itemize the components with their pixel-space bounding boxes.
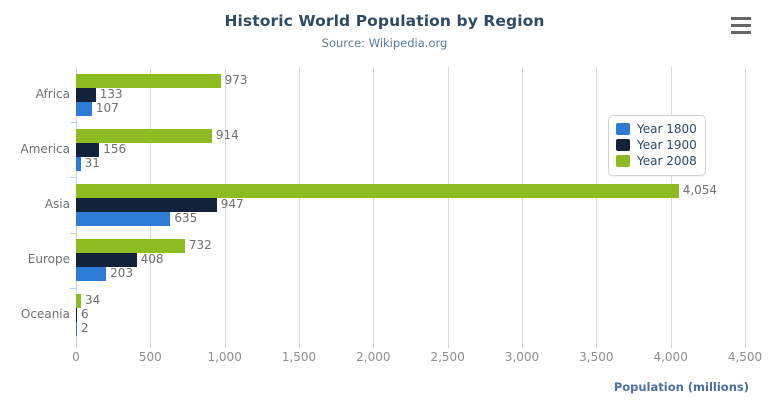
y-axis-tick: [70, 122, 76, 124]
bar[interactable]: [76, 87, 96, 102]
legend-item-year-1900[interactable]: Year 1900: [616, 137, 697, 153]
bar-value-label: 156: [103, 141, 127, 156]
legend-color-swatch: [616, 155, 630, 167]
y-axis-tick: [70, 287, 76, 289]
y-axis-category-labels: Africa America Asia Europe Oceania: [0, 67, 71, 343]
bar-value-label: 2: [81, 321, 89, 336]
bar[interactable]: [76, 101, 92, 116]
bar-value-label: 203: [110, 266, 134, 281]
x-axis-tick-label: 4,500: [727, 350, 763, 364]
chart-subtitle: Source: Wikipedia.org: [321, 36, 448, 50]
x-axis-tick-label: 4,000: [653, 350, 688, 364]
x-axis-tick-label: 1,000: [207, 350, 242, 364]
bar[interactable]: [76, 212, 171, 226]
x-axis-tick-label: 2,000: [356, 350, 391, 364]
gridline: [447, 67, 449, 343]
x-axis-tick: [447, 343, 449, 348]
y-axis-label-asia[interactable]: Asia: [44, 197, 70, 211]
x-axis-tick: [299, 343, 300, 348]
bar[interactable]: [76, 142, 100, 157]
gridline: [373, 67, 375, 343]
gridline: [299, 67, 300, 343]
x-axis-tick: [373, 343, 375, 348]
x-axis-tick: [522, 343, 523, 348]
gridline: [670, 67, 672, 343]
y-axis-label-europe[interactable]: Europe: [27, 252, 70, 267]
bar-value-label: 6: [81, 307, 89, 322]
hamburger-menu-icon[interactable]: [731, 17, 751, 34]
bar[interactable]: [76, 73, 221, 88]
menu-bar-2: [731, 24, 751, 27]
bar-group: 732 408 203: [76, 238, 745, 282]
bar-value-label: 107: [95, 100, 119, 115]
x-axis-tick-label: 3,000: [504, 350, 540, 364]
y-axis-label-america[interactable]: America: [20, 141, 71, 156]
legend-item-year-2008[interactable]: Year 2008: [616, 153, 697, 169]
bar-value-label: 408: [140, 252, 164, 267]
legend-item-label: Year 2008: [637, 154, 697, 168]
bar[interactable]: [76, 294, 82, 309]
bar-group: 914 156 31: [76, 127, 745, 171]
y-axis-tick: [70, 177, 76, 179]
bar[interactable]: [76, 128, 212, 143]
x-axis-tick: [224, 343, 226, 348]
bar-value-label: 34: [85, 293, 101, 308]
x-axis-tick: [670, 343, 672, 348]
chart-title: Historic World Population by Region: [224, 12, 545, 30]
bar[interactable]: [76, 198, 217, 212]
x-axis-tick-label: 500: [138, 350, 162, 364]
x-axis-tick-label: 1,500: [281, 350, 317, 364]
bar[interactable]: [76, 267, 107, 282]
x-axis-title: Population (millions): [613, 380, 749, 394]
menu-bar-1: [731, 17, 751, 20]
y-axis-tick: [70, 232, 76, 234]
bar-value-label: 732: [188, 238, 212, 253]
menu-bar-3: [731, 31, 751, 34]
legend-item-label: Year 1800: [637, 122, 697, 136]
gridline: [224, 67, 226, 343]
x-axis-tick: [76, 343, 77, 348]
bar-group: 34 6 2: [76, 293, 745, 337]
bar[interactable]: [76, 308, 77, 323]
bar[interactable]: [76, 156, 81, 171]
bar-group: 973 133 107: [76, 72, 745, 116]
y-axis-label-oceania[interactable]: Oceania: [20, 307, 70, 322]
gridline: [745, 67, 746, 343]
bar-value-label: 635: [174, 211, 198, 225]
x-axis-tick-label: 3,500: [579, 350, 614, 364]
plot-area: 973 133 107 914 156 31 4,054 947 635 732 408 203 34 6…: [76, 67, 746, 343]
y-axis-label-africa[interactable]: Africa: [35, 86, 70, 101]
x-axis-tick-label: 0: [72, 350, 80, 364]
bar[interactable]: [76, 322, 77, 337]
legend-color-swatch: [616, 123, 630, 135]
x-axis-tick-label: 2,500: [430, 350, 465, 364]
bar-value-label: 31: [84, 155, 100, 170]
legend-color-swatch: [616, 139, 630, 151]
bar-value-label: 133: [99, 86, 123, 101]
bar-group: 4,054 947 635: [76, 183, 745, 226]
x-axis-tick: [596, 343, 598, 348]
gridline: [522, 67, 523, 343]
x-axis-tick: [745, 343, 746, 348]
x-axis: 0 500 1,000 1,500 2,000 2,500 3,000 3,500 4,000 4…: [72, 343, 762, 373]
bar[interactable]: [76, 184, 679, 198]
bar-value-label: 4,054: [682, 183, 718, 197]
legend-item-year-1800[interactable]: Year 1800: [616, 121, 697, 137]
bar[interactable]: [76, 253, 137, 268]
gridline: [596, 67, 598, 343]
bar-value-label: 973: [224, 72, 248, 87]
x-axis-tick: [150, 343, 152, 348]
bar-value-label: 947: [220, 197, 244, 211]
bar[interactable]: [76, 239, 185, 254]
chart-legend: Year 1800 Year 1900 Year 2008: [608, 115, 706, 176]
legend-item-label: Year 1900: [637, 138, 697, 152]
bar-value-label: 914: [215, 127, 239, 142]
